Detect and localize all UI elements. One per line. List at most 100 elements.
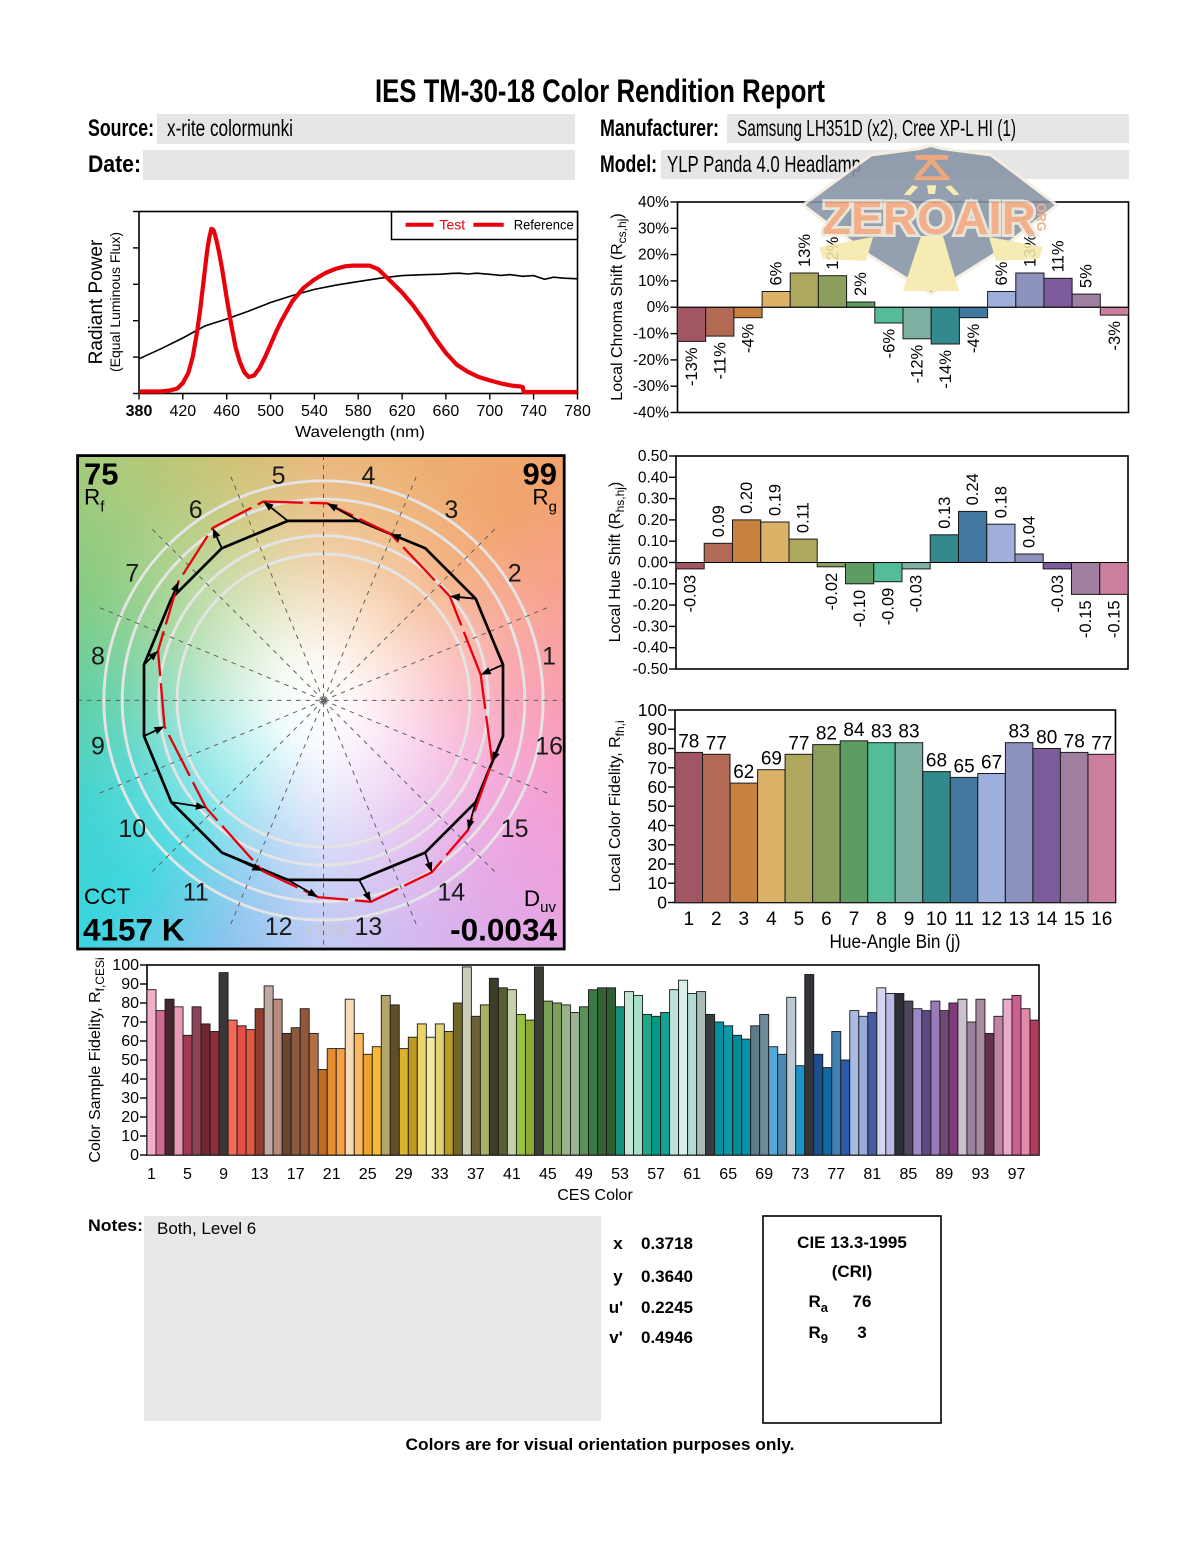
svg-text:82: 82 xyxy=(816,724,837,745)
svg-text:5: 5 xyxy=(794,909,805,930)
svg-text:0.4946: 0.4946 xyxy=(641,1328,693,1347)
svg-text:30: 30 xyxy=(121,1090,139,1107)
svg-text:100: 100 xyxy=(638,700,667,720)
svg-text:2: 2 xyxy=(508,560,522,588)
svg-text:780: 780 xyxy=(564,403,591,420)
svg-text:83: 83 xyxy=(898,722,919,743)
svg-text:13%: 13% xyxy=(796,234,814,267)
svg-text:45: 45 xyxy=(539,1166,557,1183)
svg-text:4: 4 xyxy=(766,909,777,930)
svg-text:17: 17 xyxy=(287,1166,305,1183)
svg-text:68: 68 xyxy=(926,751,947,772)
svg-text:10%: 10% xyxy=(638,273,669,290)
svg-text:740: 740 xyxy=(520,403,547,420)
svg-text:0.18: 0.18 xyxy=(992,486,1010,518)
svg-text:9: 9 xyxy=(904,909,915,930)
svg-text:-4%: -4% xyxy=(740,323,758,353)
svg-text:20: 20 xyxy=(121,1109,139,1126)
svg-text:Local Color Fidelity, Rfh,i: Local Color Fidelity, Rfh,i xyxy=(607,720,627,891)
svg-text:8: 8 xyxy=(91,643,105,671)
svg-text:97: 97 xyxy=(1008,1166,1026,1183)
svg-text:40: 40 xyxy=(121,1071,139,1088)
svg-text:Notes:: Notes: xyxy=(88,1216,143,1235)
svg-text:Hue-Angle Bin (j): Hue-Angle Bin (j) xyxy=(830,932,961,953)
svg-text:49: 49 xyxy=(575,1166,593,1183)
svg-text:60: 60 xyxy=(121,1033,139,1050)
svg-text:1: 1 xyxy=(542,643,556,671)
svg-text:-0.02: -0.02 xyxy=(823,573,841,611)
svg-text:620: 620 xyxy=(389,403,416,420)
svg-text:70: 70 xyxy=(121,1014,139,1031)
svg-text:Model:: Model: xyxy=(600,151,657,178)
svg-text:y: y xyxy=(613,1267,623,1286)
svg-text:0.24: 0.24 xyxy=(964,473,982,505)
svg-text:Date:: Date: xyxy=(88,151,141,178)
svg-text:1: 1 xyxy=(147,1166,156,1183)
svg-text:v': v' xyxy=(609,1328,623,1347)
svg-text:420: 420 xyxy=(169,403,196,420)
svg-text:13: 13 xyxy=(1009,909,1030,930)
svg-text:-0.30: -0.30 xyxy=(633,618,669,635)
svg-text:-6%: -6% xyxy=(880,329,898,359)
svg-text:5%: 5% xyxy=(1078,264,1096,288)
svg-text:2: 2 xyxy=(711,909,722,930)
svg-text:-0.10: -0.10 xyxy=(633,576,669,593)
svg-text:-30%: -30% xyxy=(633,378,669,395)
svg-text:x-rite colormunki: x-rite colormunki xyxy=(167,115,293,141)
svg-text:14: 14 xyxy=(1036,909,1058,930)
svg-text:0: 0 xyxy=(657,893,667,913)
svg-text:-0.15: -0.15 xyxy=(1077,601,1095,639)
svg-text:76: 76 xyxy=(853,1292,872,1311)
svg-text:0.50: 0.50 xyxy=(638,448,669,465)
svg-text:Wavelength (nm): Wavelength (nm) xyxy=(295,424,425,441)
svg-text:5: 5 xyxy=(272,462,286,490)
svg-text:2%: 2% xyxy=(852,272,870,296)
svg-text:1: 1 xyxy=(684,909,695,930)
svg-text:0%: 0% xyxy=(647,299,670,316)
svg-text:8: 8 xyxy=(876,909,887,930)
svg-text:YLP Panda 4.0 Headlamp: YLP Panda 4.0 Headlamp xyxy=(667,151,861,177)
svg-text:83: 83 xyxy=(1009,722,1030,743)
svg-text:-12%: -12% xyxy=(909,344,927,383)
svg-text:(CRI): (CRI) xyxy=(832,1262,873,1281)
svg-text:60: 60 xyxy=(648,777,668,797)
svg-text:-0.50: -0.50 xyxy=(633,661,669,678)
svg-text:83: 83 xyxy=(871,722,892,743)
svg-text:-11%: -11% xyxy=(711,342,729,380)
svg-text:10: 10 xyxy=(118,815,146,843)
svg-text:77: 77 xyxy=(827,1166,845,1183)
svg-text:6%: 6% xyxy=(768,261,786,285)
svg-text:-0.09: -0.09 xyxy=(879,588,897,626)
svg-text:4: 4 xyxy=(361,462,375,490)
svg-text:-40%: -40% xyxy=(633,405,669,422)
svg-text:11%: 11% xyxy=(1050,240,1068,272)
svg-text:4157 K: 4157 K xyxy=(83,912,185,948)
svg-text:-4%: -4% xyxy=(965,323,983,353)
svg-text:CES Color: CES Color xyxy=(557,1187,633,1204)
svg-text:80: 80 xyxy=(1036,728,1057,749)
svg-text:0.2245: 0.2245 xyxy=(641,1298,693,1317)
svg-text:12: 12 xyxy=(981,909,1002,930)
svg-text:81: 81 xyxy=(863,1166,881,1183)
svg-text:-3%: -3% xyxy=(1106,321,1124,351)
svg-text:15: 15 xyxy=(1064,909,1085,930)
svg-text:Test: Test xyxy=(440,217,466,233)
svg-text:-0.40: -0.40 xyxy=(633,640,669,657)
svg-text:9: 9 xyxy=(91,732,105,760)
svg-text:65: 65 xyxy=(719,1166,737,1183)
svg-text:ZEROAIR: ZEROAIR xyxy=(822,192,1036,244)
svg-text:0.30: 0.30 xyxy=(638,491,669,508)
svg-text:3: 3 xyxy=(739,909,750,930)
svg-text:90: 90 xyxy=(648,719,668,739)
svg-text:-14%: -14% xyxy=(937,350,955,389)
svg-text:29: 29 xyxy=(395,1166,413,1183)
svg-text:7: 7 xyxy=(125,560,139,588)
svg-text:67: 67 xyxy=(981,753,1002,774)
svg-text:9: 9 xyxy=(219,1166,228,1183)
svg-text:80: 80 xyxy=(121,995,139,1012)
svg-text:77: 77 xyxy=(1091,733,1112,754)
svg-text:580: 580 xyxy=(345,403,372,420)
svg-text:10: 10 xyxy=(648,873,668,893)
svg-text:69: 69 xyxy=(755,1166,773,1183)
svg-text:53: 53 xyxy=(611,1166,629,1183)
